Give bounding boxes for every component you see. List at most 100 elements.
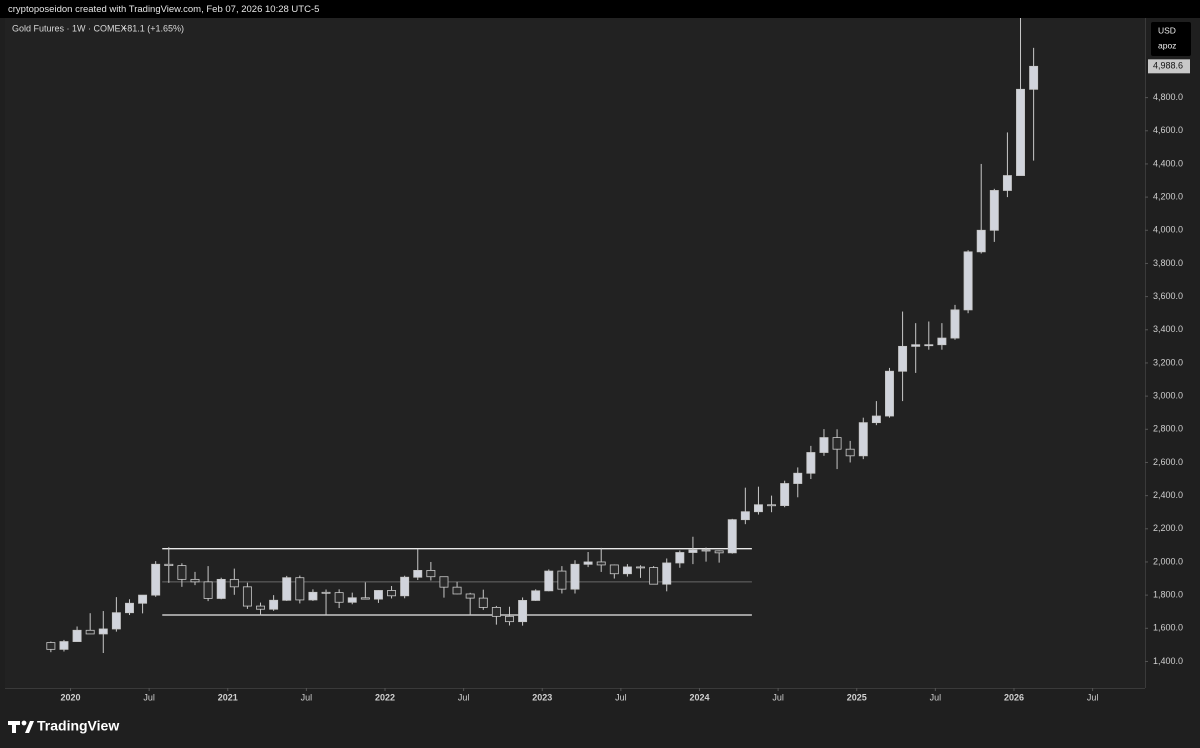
- x-tick-label: Jul: [143, 692, 155, 702]
- candle-body: [203, 581, 213, 599]
- candle-body: [256, 605, 265, 610]
- y-tick-label: 1,400.0: [1153, 656, 1183, 666]
- change: +81.1 (+1.65%): [122, 23, 184, 33]
- candle-body: [164, 563, 174, 567]
- candle-body: [740, 511, 750, 521]
- x-tick-label: Jul: [1087, 692, 1099, 702]
- candle-body: [334, 592, 344, 603]
- x-tick-label: 2025: [847, 692, 867, 702]
- candle-body: [1016, 88, 1025, 176]
- candle-body: [295, 577, 305, 601]
- x-tick-label: 2024: [689, 692, 709, 702]
- y-tick-label: 2,000.0: [1153, 556, 1183, 566]
- y-tick-label: 4,400.0: [1153, 158, 1183, 168]
- x-tick-label: 2022: [375, 692, 395, 702]
- currency: USD: [1158, 25, 1176, 35]
- candle-body: [426, 570, 436, 578]
- candle-body: [596, 561, 606, 566]
- y-tick-label: 2,400.0: [1153, 490, 1183, 500]
- candle-body: [360, 597, 370, 600]
- candle-body: [242, 586, 252, 607]
- candle-body: [111, 612, 121, 630]
- x-tick-label: Jul: [301, 692, 313, 702]
- header-bar: [0, 0, 1200, 18]
- candle-body: [557, 570, 567, 590]
- candle-body: [753, 504, 763, 513]
- candle-body: [125, 602, 134, 614]
- y-tick-label: 3,600.0: [1153, 291, 1183, 301]
- x-tick-label: Jul: [615, 692, 627, 702]
- candle-body: [505, 615, 514, 623]
- y-tick-label: 4,600.0: [1153, 125, 1183, 135]
- y-tick-label: 1,600.0: [1153, 623, 1183, 633]
- y-tick-label: 2,600.0: [1153, 457, 1183, 467]
- y-tick-label: 4,800.0: [1153, 92, 1183, 102]
- x-tick-label: Jul: [930, 692, 942, 702]
- candle-body: [924, 344, 934, 347]
- candle-body: [767, 504, 777, 507]
- candle-body: [321, 591, 331, 594]
- candle-body: [583, 561, 593, 565]
- candle-body: [491, 607, 501, 617]
- candle-body: [675, 552, 685, 564]
- candle-body: [1002, 175, 1012, 191]
- y-tick-label: 3,200.0: [1153, 357, 1183, 367]
- candle-body: [780, 483, 790, 506]
- candle-body: [819, 437, 829, 453]
- candle-body: [85, 629, 95, 635]
- candle-body: [937, 337, 947, 346]
- candle-body: [688, 549, 698, 553]
- candle-body: [636, 566, 645, 569]
- candle-body: [400, 576, 410, 597]
- candle-body: [622, 566, 632, 575]
- currency-box[interactable]: [1151, 22, 1191, 56]
- brand-logo: [8, 720, 34, 733]
- candle-body: [138, 594, 148, 604]
- candle-body: [793, 472, 803, 484]
- candle-body: [518, 600, 528, 623]
- candle-body: [885, 370, 894, 417]
- candle-body: [387, 590, 397, 597]
- x-tick-label: 2023: [532, 692, 552, 702]
- candle-body: [46, 642, 56, 650]
- y-tick-label: 2,800.0: [1153, 424, 1183, 434]
- candle-body: [727, 519, 737, 554]
- candle-body: [151, 563, 161, 596]
- x-tick-label: Jul: [772, 692, 784, 702]
- x-tick-label: 2021: [218, 692, 238, 702]
- candle-body: [347, 597, 357, 603]
- y-tick-label: 3,000.0: [1153, 390, 1183, 400]
- candle-body: [59, 641, 69, 650]
- candle-body: [1029, 65, 1039, 90]
- candle-body: [832, 437, 842, 450]
- candle-body: [452, 586, 462, 595]
- candle-body: [72, 629, 82, 642]
- candle-body: [570, 563, 580, 590]
- candle-body: [950, 309, 960, 339]
- candle-body: [177, 565, 187, 580]
- candle-body: [531, 590, 541, 601]
- candle-body: [649, 567, 659, 585]
- candle-body: [714, 550, 724, 554]
- plot: [46, 18, 1039, 654]
- y-tick-label: 3,400.0: [1153, 324, 1183, 334]
- brand: TradingView: [37, 718, 119, 734]
- last-price-box: [1148, 59, 1190, 74]
- candle-body: [190, 578, 200, 583]
- candle-body: [269, 599, 279, 610]
- candle-body: [701, 549, 711, 552]
- candle-body: [858, 422, 868, 457]
- candle-body: [465, 593, 475, 599]
- candle-body: [963, 251, 973, 311]
- x-tick-label: 2020: [61, 692, 81, 702]
- candle-body: [413, 570, 423, 578]
- candle-body: [98, 628, 108, 635]
- y-tick-label: 2,200.0: [1153, 523, 1183, 533]
- candle-body: [609, 564, 619, 575]
- candle-body: [976, 229, 986, 253]
- user: apoz: [1158, 40, 1176, 50]
- candle-body: [439, 576, 449, 588]
- last-price-label: 4,988.6: [1153, 61, 1183, 71]
